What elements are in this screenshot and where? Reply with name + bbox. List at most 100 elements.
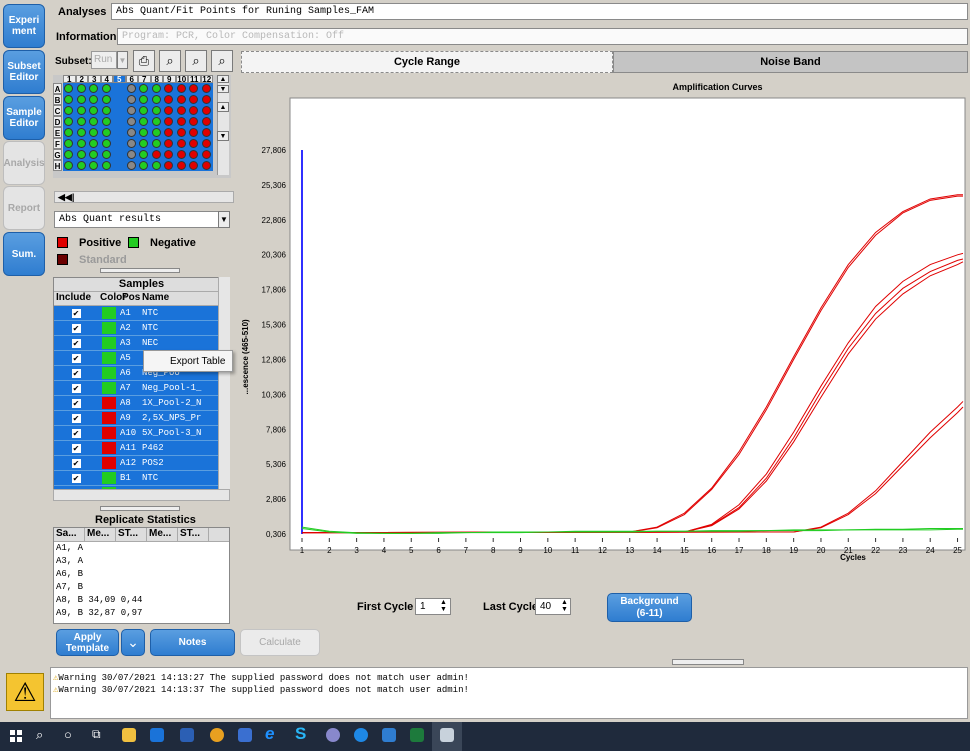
app-icon[interactable] xyxy=(326,728,340,742)
scroll-top-icon[interactable]: ▼ xyxy=(217,85,229,93)
plate-well[interactable] xyxy=(151,84,161,93)
plate-well[interactable] xyxy=(89,117,98,126)
plate-well[interactable] xyxy=(151,95,161,104)
table-row[interactable]: ✔ A10 5X_Pool-3_N xyxy=(54,426,229,441)
plate-well[interactable] xyxy=(64,128,73,137)
last-cycle-spinner-icon[interactable]: ▲ ▼ xyxy=(561,599,568,613)
plate-row[interactable] xyxy=(63,138,213,149)
plate-well[interactable] xyxy=(151,106,161,115)
table-row[interactable]: ✔ A11 P462 xyxy=(54,441,229,456)
plate-well[interactable] xyxy=(164,84,173,93)
plate-well[interactable] xyxy=(89,106,98,115)
plate-row[interactable] xyxy=(63,160,213,171)
subset-dropdown-icon[interactable]: ▼ xyxy=(117,51,128,69)
plate-well[interactable] xyxy=(76,150,86,159)
nav-first-icon[interactable]: ◀◀| xyxy=(58,192,75,202)
plate-well[interactable] xyxy=(64,161,73,170)
include-checkbox[interactable]: ✔ xyxy=(71,338,81,348)
plate-well[interactable] xyxy=(176,150,186,159)
plate-well[interactable] xyxy=(64,150,73,159)
table-row[interactable]: ✔ B1 NTC xyxy=(54,471,229,486)
file-explorer-icon[interactable] xyxy=(122,728,136,742)
plate-well[interactable] xyxy=(189,150,198,159)
include-checkbox[interactable]: ✔ xyxy=(71,353,81,363)
plate-well[interactable] xyxy=(176,84,186,93)
plate-well[interactable] xyxy=(76,95,86,104)
plate-column-header[interactable]: 4 xyxy=(100,75,113,84)
plate-well[interactable] xyxy=(89,139,98,148)
plate-well[interactable] xyxy=(76,161,86,170)
cortana-icon[interactable]: ○ xyxy=(64,727,72,742)
plate-well[interactable] xyxy=(139,150,148,159)
plate-well[interactable] xyxy=(101,139,111,148)
plate-well[interactable] xyxy=(151,150,161,159)
include-checkbox[interactable]: ✔ xyxy=(71,368,81,378)
chrome-icon[interactable] xyxy=(210,728,224,742)
plate-column-header[interactable]: 12 xyxy=(200,75,213,84)
samples-column-header[interactable]: Pos xyxy=(122,292,141,303)
splitter-handle[interactable] xyxy=(100,268,180,273)
plate-row[interactable] xyxy=(63,94,213,105)
plate-row-header[interactable]: B xyxy=(53,94,62,105)
plate-well[interactable] xyxy=(151,139,161,148)
plate-well[interactable] xyxy=(139,106,148,115)
word-icon[interactable] xyxy=(180,728,194,742)
plate-column-header[interactable]: 11 xyxy=(188,75,201,84)
plate-row-header[interactable]: E xyxy=(53,127,62,138)
plate-h-scrollbar[interactable] xyxy=(54,191,234,203)
plate-well[interactable] xyxy=(201,150,211,159)
plate-well[interactable] xyxy=(126,150,136,159)
lightcycler-icon[interactable] xyxy=(440,728,454,742)
plate-column-header[interactable]: 5 xyxy=(113,75,126,84)
plate-column-header[interactable]: 8 xyxy=(150,75,163,84)
plate-well[interactable] xyxy=(64,139,73,148)
plate-well[interactable] xyxy=(189,161,198,170)
samples-column-header[interactable]: Color xyxy=(100,292,127,303)
list-item[interactable]: A1, A xyxy=(56,543,84,553)
plate-well[interactable] xyxy=(164,117,173,126)
plate-well[interactable] xyxy=(101,117,111,126)
calculate-button[interactable]: Calculate xyxy=(240,629,320,656)
zoom-out-icon[interactable]: ⌕ xyxy=(211,50,233,72)
plate-column-header[interactable]: 1 xyxy=(63,75,76,84)
plate-well[interactable] xyxy=(64,84,73,93)
replicate-column-header[interactable]: Sa... xyxy=(54,528,85,541)
plate-row-header[interactable]: A xyxy=(53,83,62,94)
last-cycle-input[interactable]: 40 xyxy=(535,598,571,615)
replicate-column-header[interactable]: Me... xyxy=(85,528,116,541)
plate-well[interactable] xyxy=(201,161,211,170)
plate-well[interactable] xyxy=(164,95,173,104)
list-item[interactable]: A9, B 32,87 0,97 xyxy=(56,608,143,618)
plate-well[interactable] xyxy=(101,84,111,93)
scroll-down-icon[interactable]: ▼ xyxy=(217,131,229,141)
list-item[interactable]: A3, A xyxy=(56,556,84,566)
plate-column-header[interactable]: 7 xyxy=(138,75,151,84)
plate-row-header[interactable]: C xyxy=(53,105,62,116)
table-row[interactable]: ✔ A7 Neg_Pool-1_ xyxy=(54,381,229,396)
background-button[interactable]: Background (6-11) xyxy=(607,593,692,622)
result-dropdown-icon[interactable]: ▼ xyxy=(218,211,230,228)
plate-well[interactable] xyxy=(189,128,198,137)
samples-v-scrollbar[interactable] xyxy=(218,277,230,501)
export-table-menu-item[interactable]: Export Table xyxy=(143,350,233,372)
plate-well[interactable] xyxy=(164,106,173,115)
first-cycle-spinner-icon[interactable]: ▲ ▼ xyxy=(440,599,447,613)
include-checkbox[interactable]: ✔ xyxy=(71,428,81,438)
plate-well[interactable] xyxy=(139,139,148,148)
plate-well[interactable] xyxy=(89,95,98,104)
plate-column-header[interactable]: 9 xyxy=(163,75,176,84)
edge-icon[interactable]: e xyxy=(265,724,275,743)
plate-grid[interactable]: 1 2 3 4 5 6 7 8 9 10 11 12 A B C D E F G H xyxy=(53,75,231,178)
table-row[interactable]: ✔ A8 1X_Pool-2_N xyxy=(54,396,229,411)
plate-row-header[interactable]: F xyxy=(53,138,62,149)
nav-sum-button[interactable]: Sum. xyxy=(3,232,45,276)
plate-row-header[interactable]: G xyxy=(53,149,62,160)
list-item[interactable]: A7, B xyxy=(56,582,84,592)
plate-well[interactable] xyxy=(76,106,86,115)
zoom-user-icon[interactable]: ⌕ xyxy=(185,50,207,72)
plate-well[interactable] xyxy=(126,161,136,170)
plate-well[interactable] xyxy=(176,95,186,104)
plate-well[interactable] xyxy=(101,150,111,159)
apply-template-button[interactable]: Apply Template xyxy=(56,629,119,656)
plate-row-header[interactable]: H xyxy=(53,160,62,171)
